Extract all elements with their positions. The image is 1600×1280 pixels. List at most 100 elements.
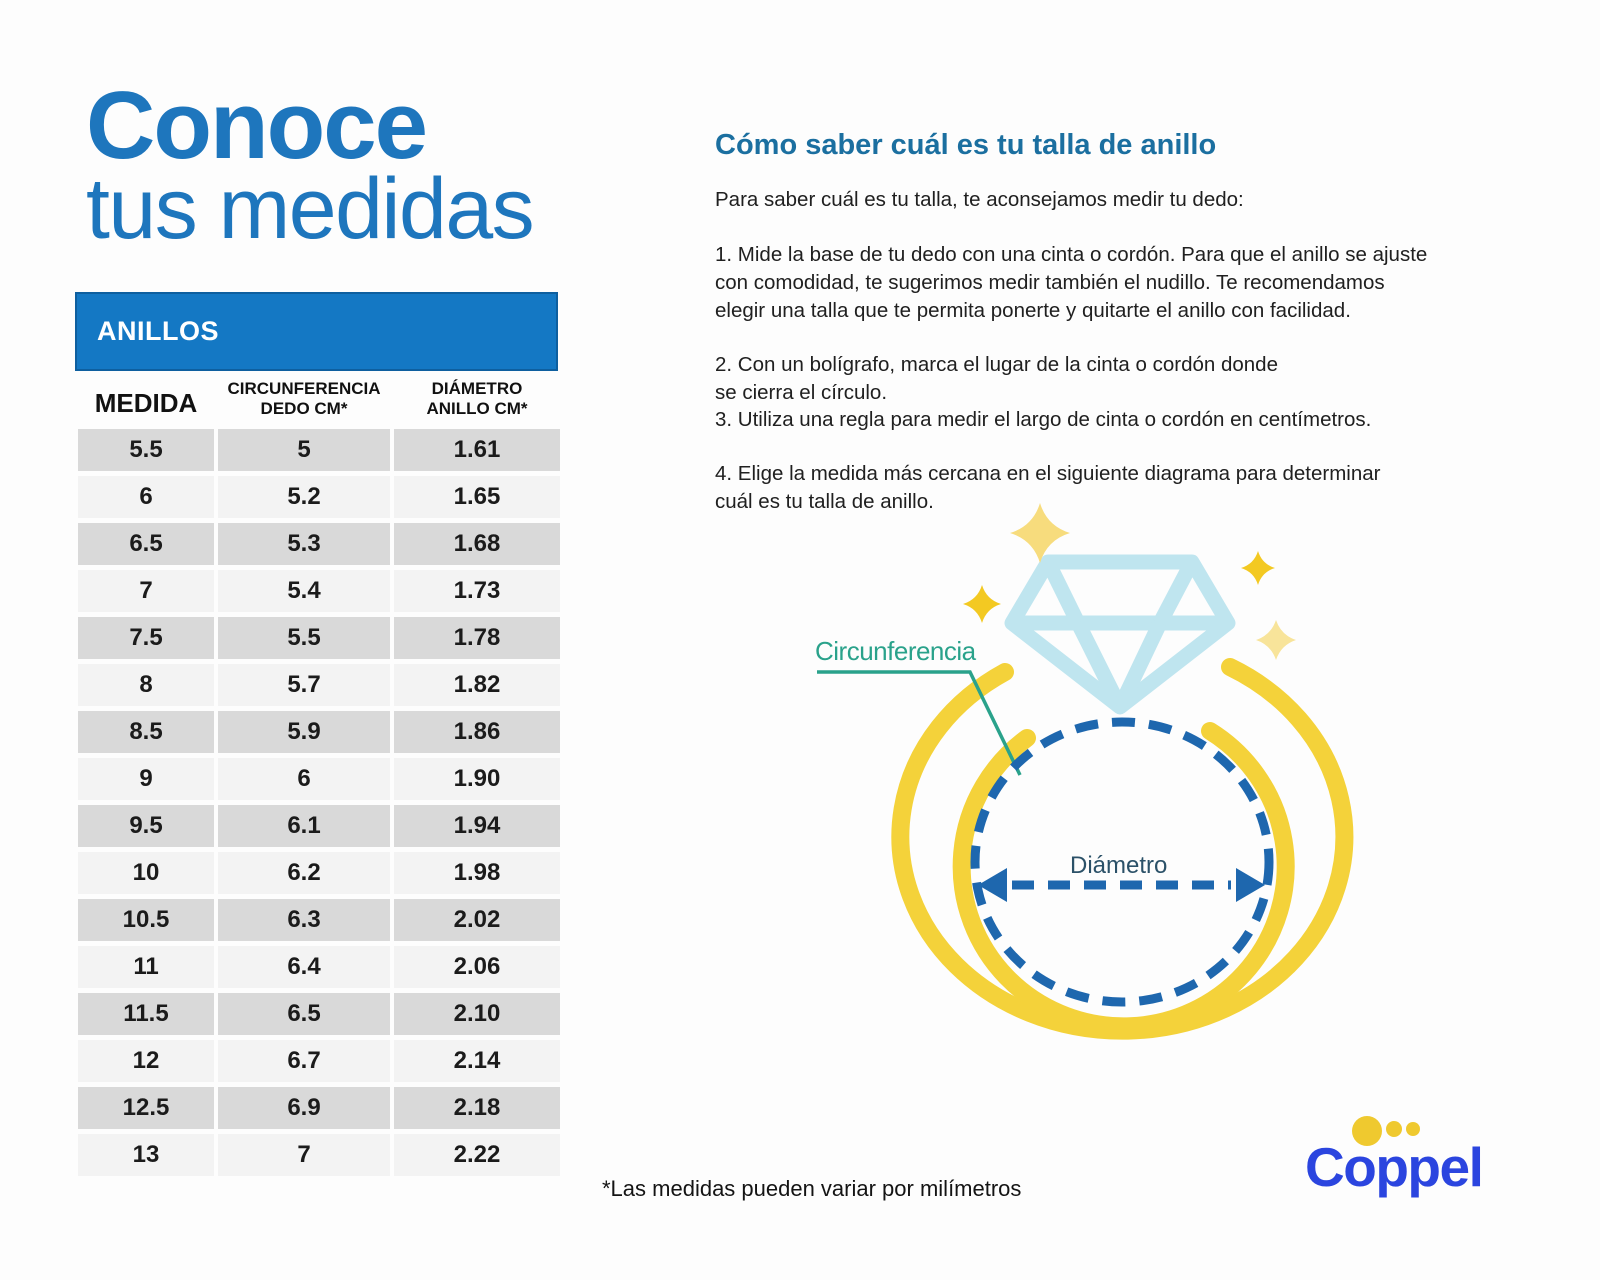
diameter-label: Diámetro — [1070, 852, 1168, 879]
table-row: 5.5 5 1.61 — [78, 429, 560, 472]
table-rows: 5.5 5 1.61 6 5.2 1.65 6.5 5.3 1.68 7 5.4… — [75, 429, 560, 1177]
table-row: 11 6.4 2.06 — [78, 946, 560, 989]
table-row: 10 6.2 1.98 — [78, 852, 560, 895]
ring-inner-arc — [952, 722, 1295, 1036]
table-row: 12.5 6.9 2.18 — [78, 1087, 560, 1130]
table-cell-diametro: 2.02 — [394, 899, 560, 942]
table-row: 10.5 6.3 2.02 — [78, 899, 560, 942]
table-row: 12 6.7 2.14 — [78, 1040, 560, 1083]
sparkle-icons — [963, 503, 1296, 660]
table-header-band: ANILLOS — [75, 292, 558, 371]
table-cell-diametro: 1.73 — [394, 570, 560, 613]
instructions-heading: Cómo saber cuál es tu talla de anillo — [715, 129, 1217, 161]
instructions-intro: Para saber cuál es tu talla, te aconseja… — [715, 188, 1244, 211]
table-cell-diametro: 2.22 — [394, 1134, 560, 1177]
table-cell-diametro: 2.14 — [394, 1040, 560, 1083]
table-cell-medida: 10 — [78, 852, 214, 895]
footnote: *Las medidas pueden variar por milímetro… — [602, 1176, 1022, 1201]
table-cell-diametro: 1.94 — [394, 805, 560, 848]
sparkle-pale-right-icon — [1256, 620, 1296, 660]
table-row: 6.5 5.3 1.68 — [78, 523, 560, 566]
table-cell-medida: 10.5 — [78, 899, 214, 942]
diameter-arrow — [978, 868, 1265, 902]
table-row: 13 7 2.22 — [78, 1134, 560, 1177]
table-cell-circunferencia: 7 — [218, 1134, 390, 1177]
table-cell-circunferencia: 6.1 — [218, 805, 390, 848]
table-cell-medida: 9 — [78, 758, 214, 801]
logo-dot-small-icon — [1406, 1122, 1420, 1136]
circumference-leader-line — [817, 670, 1022, 776]
coppel-logo: Coppel — [1303, 1112, 1523, 1222]
table-cell-diametro: 2.10 — [394, 993, 560, 1036]
logo-dot-medium-icon — [1386, 1121, 1402, 1137]
table-cell-circunferencia: 5.5 — [218, 617, 390, 660]
table-row: 7.5 5.5 1.78 — [78, 617, 560, 660]
column-header-circunferencia: CIRCUNFERENCIA DEDO CM* — [227, 379, 381, 419]
sparkle-large-pale-icon — [1010, 503, 1070, 563]
sparkle-small-right-icon — [1241, 551, 1275, 585]
table-cell-circunferencia: 6.5 — [218, 993, 390, 1036]
table-cell-medida: 12 — [78, 1040, 214, 1083]
instruction-step-3: 3. Utiliza una regla para medir el largo… — [715, 408, 1372, 431]
table-cell-circunferencia: 5.9 — [218, 711, 390, 754]
table-cell-circunferencia: 5.7 — [218, 664, 390, 707]
table-cell-circunferencia: 5.2 — [218, 476, 390, 519]
table-cell-circunferencia: 6.7 — [218, 1040, 390, 1083]
table-cell-diametro: 1.65 — [394, 476, 560, 519]
table-cell-circunferencia: 5.3 — [218, 523, 390, 566]
table-cell-diametro: 1.86 — [394, 711, 560, 754]
diamond-icon — [1004, 554, 1236, 715]
table-row: 9.5 6.1 1.94 — [78, 805, 560, 848]
table-cell-medida: 12.5 — [78, 1087, 214, 1130]
table-cell-diametro: 1.98 — [394, 852, 560, 895]
ring-diagram: Circunferencia Diámetro — [760, 490, 1400, 1130]
table-cell-medida: 7 — [78, 570, 214, 613]
table-header-label: ANILLOS — [97, 316, 219, 346]
logo-wordmark: Coppel — [1305, 1136, 1484, 1198]
ring-diagram-graphic — [817, 503, 1354, 1040]
table-cell-circunferencia: 5 — [218, 429, 390, 472]
table-row: 8.5 5.9 1.86 — [78, 711, 560, 754]
table-cell-circunferencia: 6.9 — [218, 1087, 390, 1130]
logo-dot-large-icon — [1352, 1116, 1382, 1146]
table-cell-circunferencia: 6.2 — [218, 852, 390, 895]
table-cell-medida: 6.5 — [78, 523, 214, 566]
table-cell-diametro: 1.82 — [394, 664, 560, 707]
table-cell-medida: 13 — [78, 1134, 214, 1177]
table-cell-medida: 8.5 — [78, 711, 214, 754]
table-row: 9 6 1.90 — [78, 758, 560, 801]
table-cell-circunferencia: 6.4 — [218, 946, 390, 989]
table-cell-medida: 9.5 — [78, 805, 214, 848]
table-row: 8 5.7 1.82 — [78, 664, 560, 707]
table-cell-medida: 5.5 — [78, 429, 214, 472]
circumference-dashed-circle — [970, 717, 1274, 1007]
table-cell-circunferencia: 6 — [218, 758, 390, 801]
table-cell-diametro: 2.06 — [394, 946, 560, 989]
table-column-headers: MEDIDA CIRCUNFERENCIA DEDO CM* DIÁMETRO … — [75, 371, 558, 429]
table-cell-medida: 11.5 — [78, 993, 214, 1036]
column-header-medida: MEDIDA — [94, 388, 198, 419]
table-cell-circunferencia: 6.3 — [218, 899, 390, 942]
table-cell-medida: 8 — [78, 664, 214, 707]
table-cell-diametro: 1.61 — [394, 429, 560, 472]
column-header-diametro: DIÁMETRO ANILLO CM* — [426, 379, 528, 419]
table-cell-diametro: 1.78 — [394, 617, 560, 660]
circumference-label: Circunferencia — [815, 636, 976, 666]
ring-size-table: ANILLOS MEDIDA CIRCUNFERENCIA DEDO CM* D… — [75, 292, 560, 1181]
table-cell-diametro: 1.68 — [394, 523, 560, 566]
table-cell-medida: 7.5 — [78, 617, 214, 660]
table-cell-medida: 6 — [78, 476, 214, 519]
table-row: 11.5 6.5 2.10 — [78, 993, 560, 1036]
instruction-step-1: 1. Mide la base de tu dedo con una cinta… — [715, 243, 1428, 322]
table-cell-circunferencia: 5.4 — [218, 570, 390, 613]
ring-band — [891, 658, 1354, 1040]
table-cell-medida: 11 — [78, 946, 214, 989]
table-cell-diametro: 1.90 — [394, 758, 560, 801]
instruction-step-4: 4. Elige la medida más cercana en el sig… — [715, 462, 1381, 513]
table-row: 7 5.4 1.73 — [78, 570, 560, 613]
sparkle-small-left-icon — [963, 585, 1001, 623]
table-row: 6 5.2 1.65 — [78, 476, 560, 519]
page-subtitle: tus medidas — [86, 161, 535, 257]
table-cell-diametro: 2.18 — [394, 1087, 560, 1130]
